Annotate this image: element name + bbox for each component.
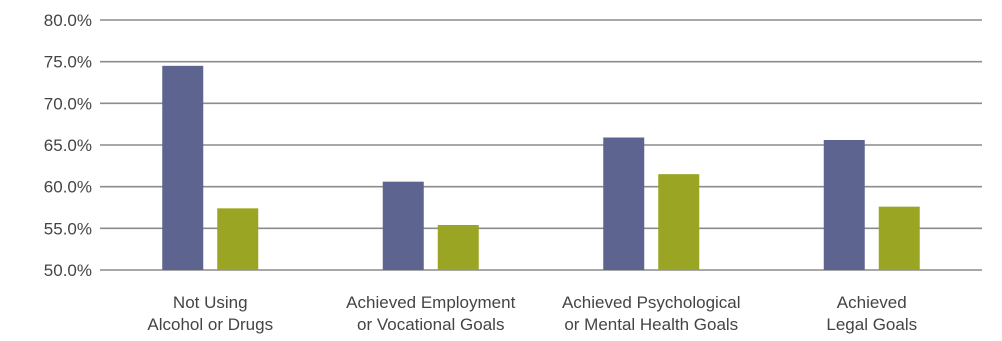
x-category-label: Achieved Employment [346, 293, 515, 312]
y-tick-label: 70.0% [44, 94, 92, 113]
y-axis-ticks: 50.0% 55.0% 60.0% 65.0% 70.0% 75.0% 80.0% [44, 11, 92, 280]
x-category-label: Alcohol or Drugs [147, 315, 273, 334]
y-tick-label: 50.0% [44, 261, 92, 280]
bar-series-1-cat-4 [823, 140, 865, 270]
y-tick-label: 65.0% [44, 136, 92, 155]
bar-series-2-cat-2 [437, 225, 479, 270]
x-category-label: Achieved [837, 293, 907, 312]
x-category-label: or Mental Health Goals [564, 315, 738, 334]
x-category-label: Legal Goals [826, 315, 917, 334]
bar-series-2-cat-1 [217, 208, 259, 270]
bar-series-1-cat-1 [162, 65, 204, 270]
bar-series-1-cat-3 [603, 137, 645, 270]
x-category-label: Not Using [173, 293, 248, 312]
bar-series-2-cat-4 [878, 206, 920, 270]
bar-series-2-cat-3 [658, 174, 700, 270]
y-tick-label: 75.0% [44, 53, 92, 72]
bar-series-1-cat-2 [382, 181, 424, 270]
y-tick-label: 55.0% [44, 219, 92, 238]
y-tick-label: 80.0% [44, 11, 92, 30]
x-category-label: or Vocational Goals [357, 315, 504, 334]
x-category-label: Achieved Psychological [562, 293, 741, 312]
y-tick-label: 60.0% [44, 178, 92, 197]
x-axis-labels: Not Using Alcohol or Drugs Achieved Employ… [147, 293, 917, 334]
bars [162, 65, 920, 270]
